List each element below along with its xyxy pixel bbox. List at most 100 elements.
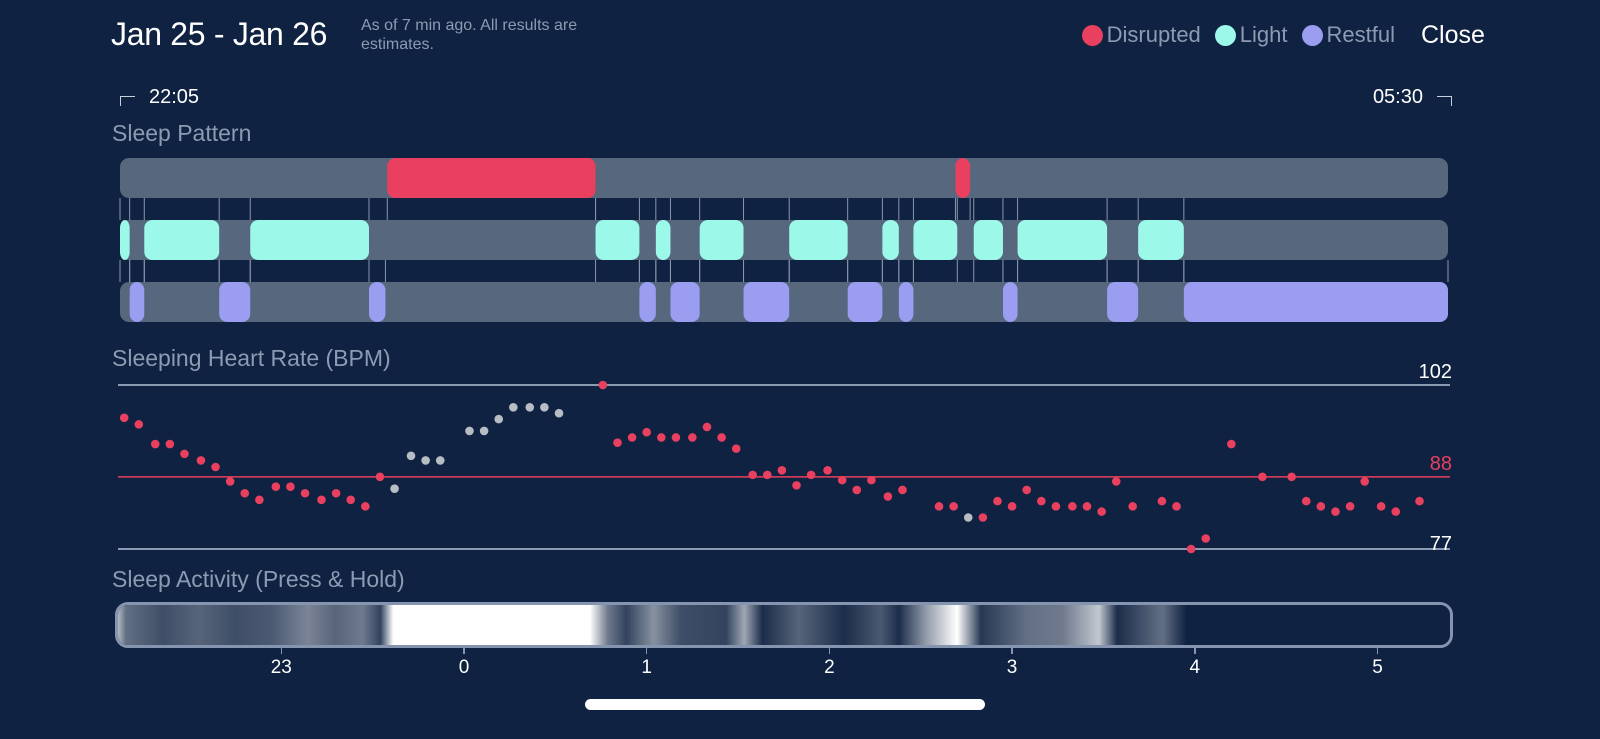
hr-point — [346, 495, 356, 505]
legend-item-restful: Restful — [1301, 22, 1395, 48]
tick-label: 2 — [824, 657, 835, 678]
hr-point — [717, 433, 726, 442]
hr-point — [823, 465, 832, 475]
hr-point — [1051, 502, 1061, 511]
hr-point-estimated — [465, 426, 474, 436]
start-bracket-icon — [120, 95, 135, 106]
estimate-note: As of 7 min ago. All results are estimat… — [361, 17, 578, 53]
hr-point-estimated — [390, 484, 399, 493]
hr-point — [1331, 507, 1340, 516]
hr-point — [1128, 502, 1137, 511]
end-time: 05:30 — [1373, 86, 1452, 109]
hr-point — [1022, 485, 1032, 495]
ref-label-average: 88 — [1430, 453, 1452, 475]
segment-restful — [1183, 282, 1448, 322]
hr-point-estimated — [525, 403, 535, 412]
track-disrupted — [120, 158, 1448, 198]
hr-point — [271, 482, 281, 491]
hr-point — [978, 513, 988, 522]
legend: Disrupted Light Restful — [1081, 22, 1395, 48]
hr-point — [331, 488, 341, 498]
hr-point — [361, 502, 370, 511]
sleep-activity-strip[interactable] — [115, 602, 1453, 648]
tick-label: 5 — [1372, 657, 1383, 678]
hr-point — [1201, 534, 1211, 543]
hr-point — [657, 433, 666, 442]
hr-point — [1391, 507, 1401, 516]
segment-light — [120, 220, 130, 260]
heart-rate-heading: Sleeping Heart Rate (BPM) — [112, 345, 391, 371]
end-time-label: 05:30 — [1372, 86, 1423, 108]
hr-point — [883, 492, 893, 501]
tick-label: 1 — [641, 657, 652, 678]
hr-point-estimated — [494, 414, 504, 424]
hr-point — [762, 470, 772, 480]
hr-point — [1157, 496, 1167, 506]
segment-light — [699, 220, 744, 260]
hr-point — [134, 420, 144, 429]
close-button[interactable]: Close — [1421, 21, 1485, 49]
tick-label: 4 — [1189, 657, 1201, 678]
hr-point-estimated — [554, 408, 564, 418]
home-indicator[interactable] — [585, 699, 985, 710]
hr-point — [286, 482, 295, 491]
hr-point — [1415, 496, 1424, 506]
hr-point — [598, 380, 608, 390]
hr-point-estimated — [479, 426, 489, 436]
tick-mark — [828, 645, 831, 654]
segment-restful — [1107, 282, 1139, 322]
hr-point — [1037, 496, 1046, 506]
tick-label: 23 — [270, 657, 292, 678]
hr-point — [792, 481, 801, 490]
hr-point — [255, 495, 264, 505]
segment-restful — [368, 282, 386, 322]
hr-point — [1376, 502, 1386, 511]
segment-light — [973, 220, 1003, 260]
segment-light — [1138, 220, 1184, 260]
hr-point — [1082, 502, 1092, 511]
hr-point — [731, 444, 741, 453]
hr-point — [688, 433, 697, 442]
hr-point — [898, 485, 907, 495]
segment-restful — [670, 282, 700, 322]
hr-point — [1097, 507, 1106, 516]
tick-mark — [463, 645, 465, 654]
ref-label-min: 77 — [1430, 533, 1452, 555]
segment-light — [913, 220, 958, 260]
hr-point — [702, 422, 712, 432]
hr-point — [777, 465, 787, 475]
hr-point-estimated — [963, 513, 973, 522]
tick-mark — [1011, 645, 1013, 654]
sleep-activity-heading: Sleep Activity (Press & Hold) — [112, 566, 405, 592]
hr-point — [211, 462, 220, 472]
activity-heatmap[interactable] — [118, 605, 1450, 645]
hr-point — [1316, 502, 1326, 511]
hr-point — [934, 502, 944, 511]
hr-point-estimated — [540, 403, 549, 412]
hr-point — [806, 470, 816, 480]
hr-point — [375, 472, 385, 482]
hr-point — [1301, 496, 1311, 506]
tick-label: 3 — [1006, 657, 1018, 678]
hr-point — [993, 496, 1002, 506]
segment-light — [250, 220, 369, 260]
segment-light — [595, 220, 640, 260]
hr-point — [196, 456, 206, 465]
legend-item-disrupted: Disrupted — [1081, 22, 1201, 48]
hr-point — [837, 475, 847, 485]
segment-disrupted — [955, 158, 971, 198]
hr-point — [1258, 472, 1267, 482]
hr-point — [119, 413, 129, 423]
start-time-label: 22:05 — [149, 86, 200, 108]
start-time: 22:05 — [120, 86, 199, 109]
hr-point — [613, 438, 622, 448]
hr-point — [1111, 477, 1121, 486]
legend-label: Restful — [1326, 22, 1395, 47]
tick-mark — [1194, 645, 1196, 654]
hr-point — [949, 502, 958, 511]
hr-point — [748, 470, 757, 480]
hr-point — [671, 433, 681, 442]
hr-point-estimated — [406, 451, 416, 461]
segment-restful — [639, 282, 656, 322]
